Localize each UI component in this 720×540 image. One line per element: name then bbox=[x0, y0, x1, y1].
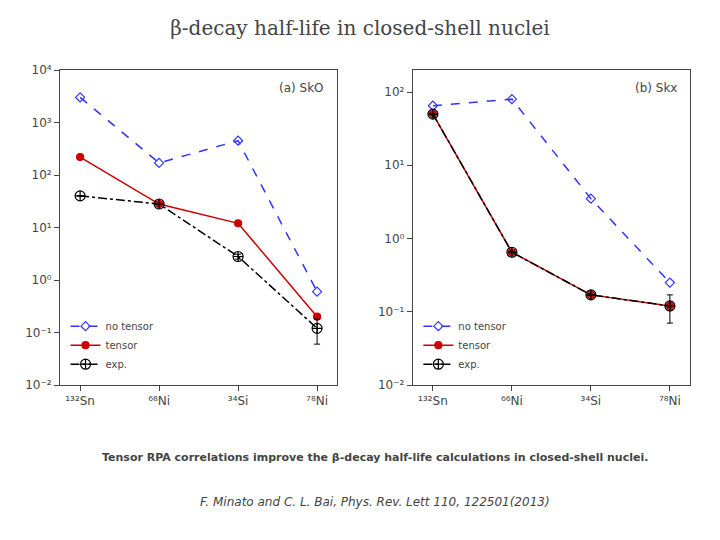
svg-text:10³: 10³ bbox=[32, 116, 52, 130]
svg-text:¹³²Sn: ¹³²Sn bbox=[65, 394, 95, 408]
svg-text:10¹: 10¹ bbox=[384, 158, 404, 172]
svg-text:10¹: 10¹ bbox=[32, 221, 52, 235]
svg-text:(a) SkO: (a) SkO bbox=[279, 81, 324, 95]
svg-text:β-decay half-life in closed-sh: β-decay half-life in closed-shell nuclei bbox=[170, 16, 549, 40]
svg-text:⁶⁸Ni: ⁶⁸Ni bbox=[148, 394, 170, 408]
svg-text:no tensor: no tensor bbox=[106, 321, 154, 332]
svg-text:⁶⁶Ni: ⁶⁶Ni bbox=[501, 394, 523, 408]
svg-text:exp.: exp. bbox=[458, 359, 479, 370]
svg-text:no tensor: no tensor bbox=[458, 321, 506, 332]
svg-text:³⁴Si: ³⁴Si bbox=[581, 394, 602, 408]
svg-text:Tensor RPA correlations improv: Tensor RPA correlations improve the β-de… bbox=[102, 451, 648, 464]
svg-text:10²: 10² bbox=[32, 168, 52, 182]
svg-text:tensor: tensor bbox=[106, 340, 139, 351]
svg-text:(b) Skx: (b) Skx bbox=[635, 81, 677, 95]
svg-text:10²: 10² bbox=[384, 85, 404, 99]
svg-text:³⁴Si: ³⁴Si bbox=[228, 394, 249, 408]
svg-text:tensor: tensor bbox=[458, 340, 491, 351]
svg-text:⁷⁸Ni: ⁷⁸Ni bbox=[659, 394, 681, 408]
svg-text:10⁰: 10⁰ bbox=[32, 273, 52, 287]
svg-text:10⁻¹: 10⁻¹ bbox=[378, 305, 405, 319]
svg-text:¹³²Sn: ¹³²Sn bbox=[418, 394, 448, 408]
svg-text:F. Minato and C. L. Bai, Phys.: F. Minato and C. L. Bai, Phys. Rev. Lett… bbox=[200, 495, 550, 509]
svg-text:exp.: exp. bbox=[106, 359, 127, 370]
svg-text:10⁰: 10⁰ bbox=[384, 232, 404, 246]
svg-text:10⁻²: 10⁻² bbox=[378, 378, 405, 392]
svg-text:10⁴: 10⁴ bbox=[32, 63, 52, 77]
svg-text:10⁻²: 10⁻² bbox=[25, 378, 52, 392]
svg-text:10⁻¹: 10⁻¹ bbox=[25, 326, 52, 340]
svg-text:⁷⁸Ni: ⁷⁸Ni bbox=[306, 394, 328, 408]
